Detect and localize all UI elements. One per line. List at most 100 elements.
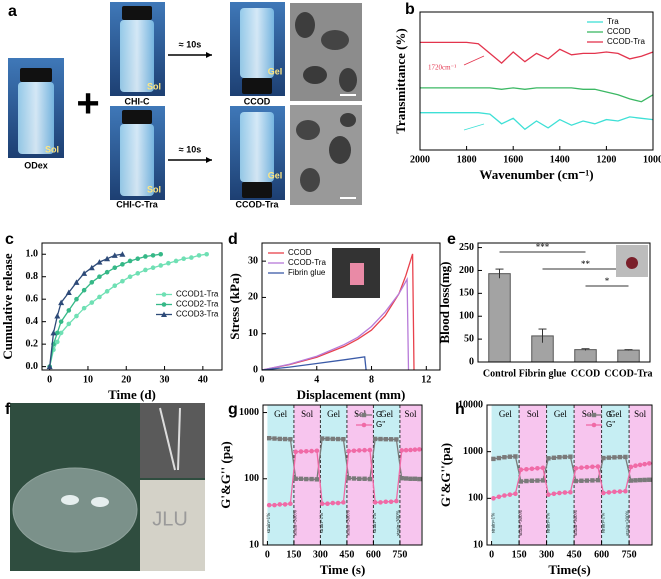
marker: [341, 500, 346, 505]
marker: [394, 498, 399, 504]
marker: [551, 455, 557, 460]
marker: [595, 464, 601, 469]
y-tick-label: 10: [249, 539, 259, 550]
marker: [372, 436, 378, 442]
y-tick-label: 10000: [458, 399, 483, 410]
marker: [277, 436, 282, 442]
phase-note: strain=1%: [491, 513, 496, 534]
marker: [135, 256, 141, 262]
vial-cap: [242, 78, 272, 94]
marker: [288, 501, 293, 507]
x-axis-label: Wavenumber (cm⁻¹): [479, 167, 593, 182]
marker: [89, 280, 95, 285]
plot-frame: [262, 404, 423, 546]
marker: [557, 490, 562, 496]
marker: [573, 478, 579, 484]
marker: [367, 476, 373, 482]
pore: [321, 30, 349, 50]
label: ≈ 10s: [179, 39, 201, 49]
marker: [277, 502, 283, 507]
marker: [417, 476, 422, 482]
phase-region: [629, 405, 652, 545]
panel-label: c: [5, 231, 14, 248]
marker: [81, 305, 87, 311]
marker: [612, 455, 617, 460]
marker: [204, 251, 209, 257]
phase-region: [519, 405, 547, 545]
marker: [127, 258, 133, 264]
marker: [335, 500, 341, 506]
label: CCOD-Tra: [235, 199, 279, 209]
marker: [143, 267, 148, 273]
marker: [65, 289, 72, 295]
marker: [266, 502, 272, 508]
x-tick-label: 150: [286, 549, 301, 560]
y-tick-label: 100: [468, 493, 483, 504]
marker: [579, 478, 584, 483]
y-tick-label: 50: [464, 333, 474, 344]
x-tick-label: 1000: [643, 154, 661, 165]
marker: [330, 500, 336, 506]
marker: [303, 448, 309, 454]
legend-label: CCOD1-Tra: [176, 290, 219, 299]
marker: [135, 271, 141, 276]
x-tick-label: 10: [83, 374, 93, 385]
petri-dish: [12, 467, 138, 553]
vial: [240, 8, 274, 78]
marker: [529, 466, 535, 472]
series-line: [269, 437, 420, 481]
marker: [568, 489, 573, 495]
x-tick-label: 2000: [410, 154, 430, 165]
marker: [127, 274, 133, 280]
vial: [120, 20, 154, 92]
phase-label: Sol: [301, 409, 314, 419]
marker: [642, 461, 647, 467]
marker: [50, 329, 57, 336]
x-tick-label: CCOD: [571, 368, 600, 379]
marker: [606, 455, 612, 460]
label: Sol: [45, 144, 59, 154]
marker: [507, 454, 513, 459]
label: CHI-C: [125, 96, 150, 106]
marker: [617, 454, 623, 460]
marker: [104, 269, 110, 275]
phase-label: Sol: [527, 409, 540, 419]
panel-label: f: [5, 401, 11, 418]
x-tick-label: 1200: [596, 154, 616, 165]
series-line: [261, 276, 410, 371]
y-tick-label: 10: [248, 328, 258, 339]
y-tick-label: 0.6: [26, 293, 39, 304]
marker: [293, 476, 298, 481]
pore: [295, 12, 315, 38]
y-tick-label: 0: [253, 364, 258, 375]
marker: [612, 489, 617, 495]
legend-label: CCOD-Tra: [607, 37, 645, 46]
tweezer: [159, 407, 176, 471]
x-tick-label: Fibrin glue: [519, 368, 567, 379]
label: CCOD: [244, 96, 271, 106]
phase-label: Sol: [405, 409, 418, 419]
marker: [362, 476, 367, 481]
x-tick-label: 150: [512, 549, 527, 560]
y-tick-label: 0: [469, 356, 474, 367]
y-axis-label: Transmittance (%): [393, 28, 408, 134]
phase-note: strain=1%: [320, 513, 325, 534]
marker: [590, 478, 595, 483]
drop: [61, 495, 79, 505]
marker: [112, 265, 118, 271]
marker: [196, 253, 202, 258]
y-tick-label: 200: [459, 265, 474, 276]
x-tick-label: CCOD-Tra: [604, 368, 652, 379]
series-line: [269, 448, 420, 506]
marker: [351, 448, 357, 454]
label: ≈ 10s: [179, 144, 201, 154]
vial: [18, 82, 54, 154]
phase-label: Gel: [554, 409, 567, 419]
marker: [524, 466, 529, 472]
y-tick-label: 0.4: [26, 316, 39, 327]
marker: [399, 476, 404, 481]
series-line: [420, 41, 654, 64]
series-line: [420, 112, 654, 131]
y-tick-label: 100: [244, 473, 259, 484]
marker: [601, 490, 606, 496]
